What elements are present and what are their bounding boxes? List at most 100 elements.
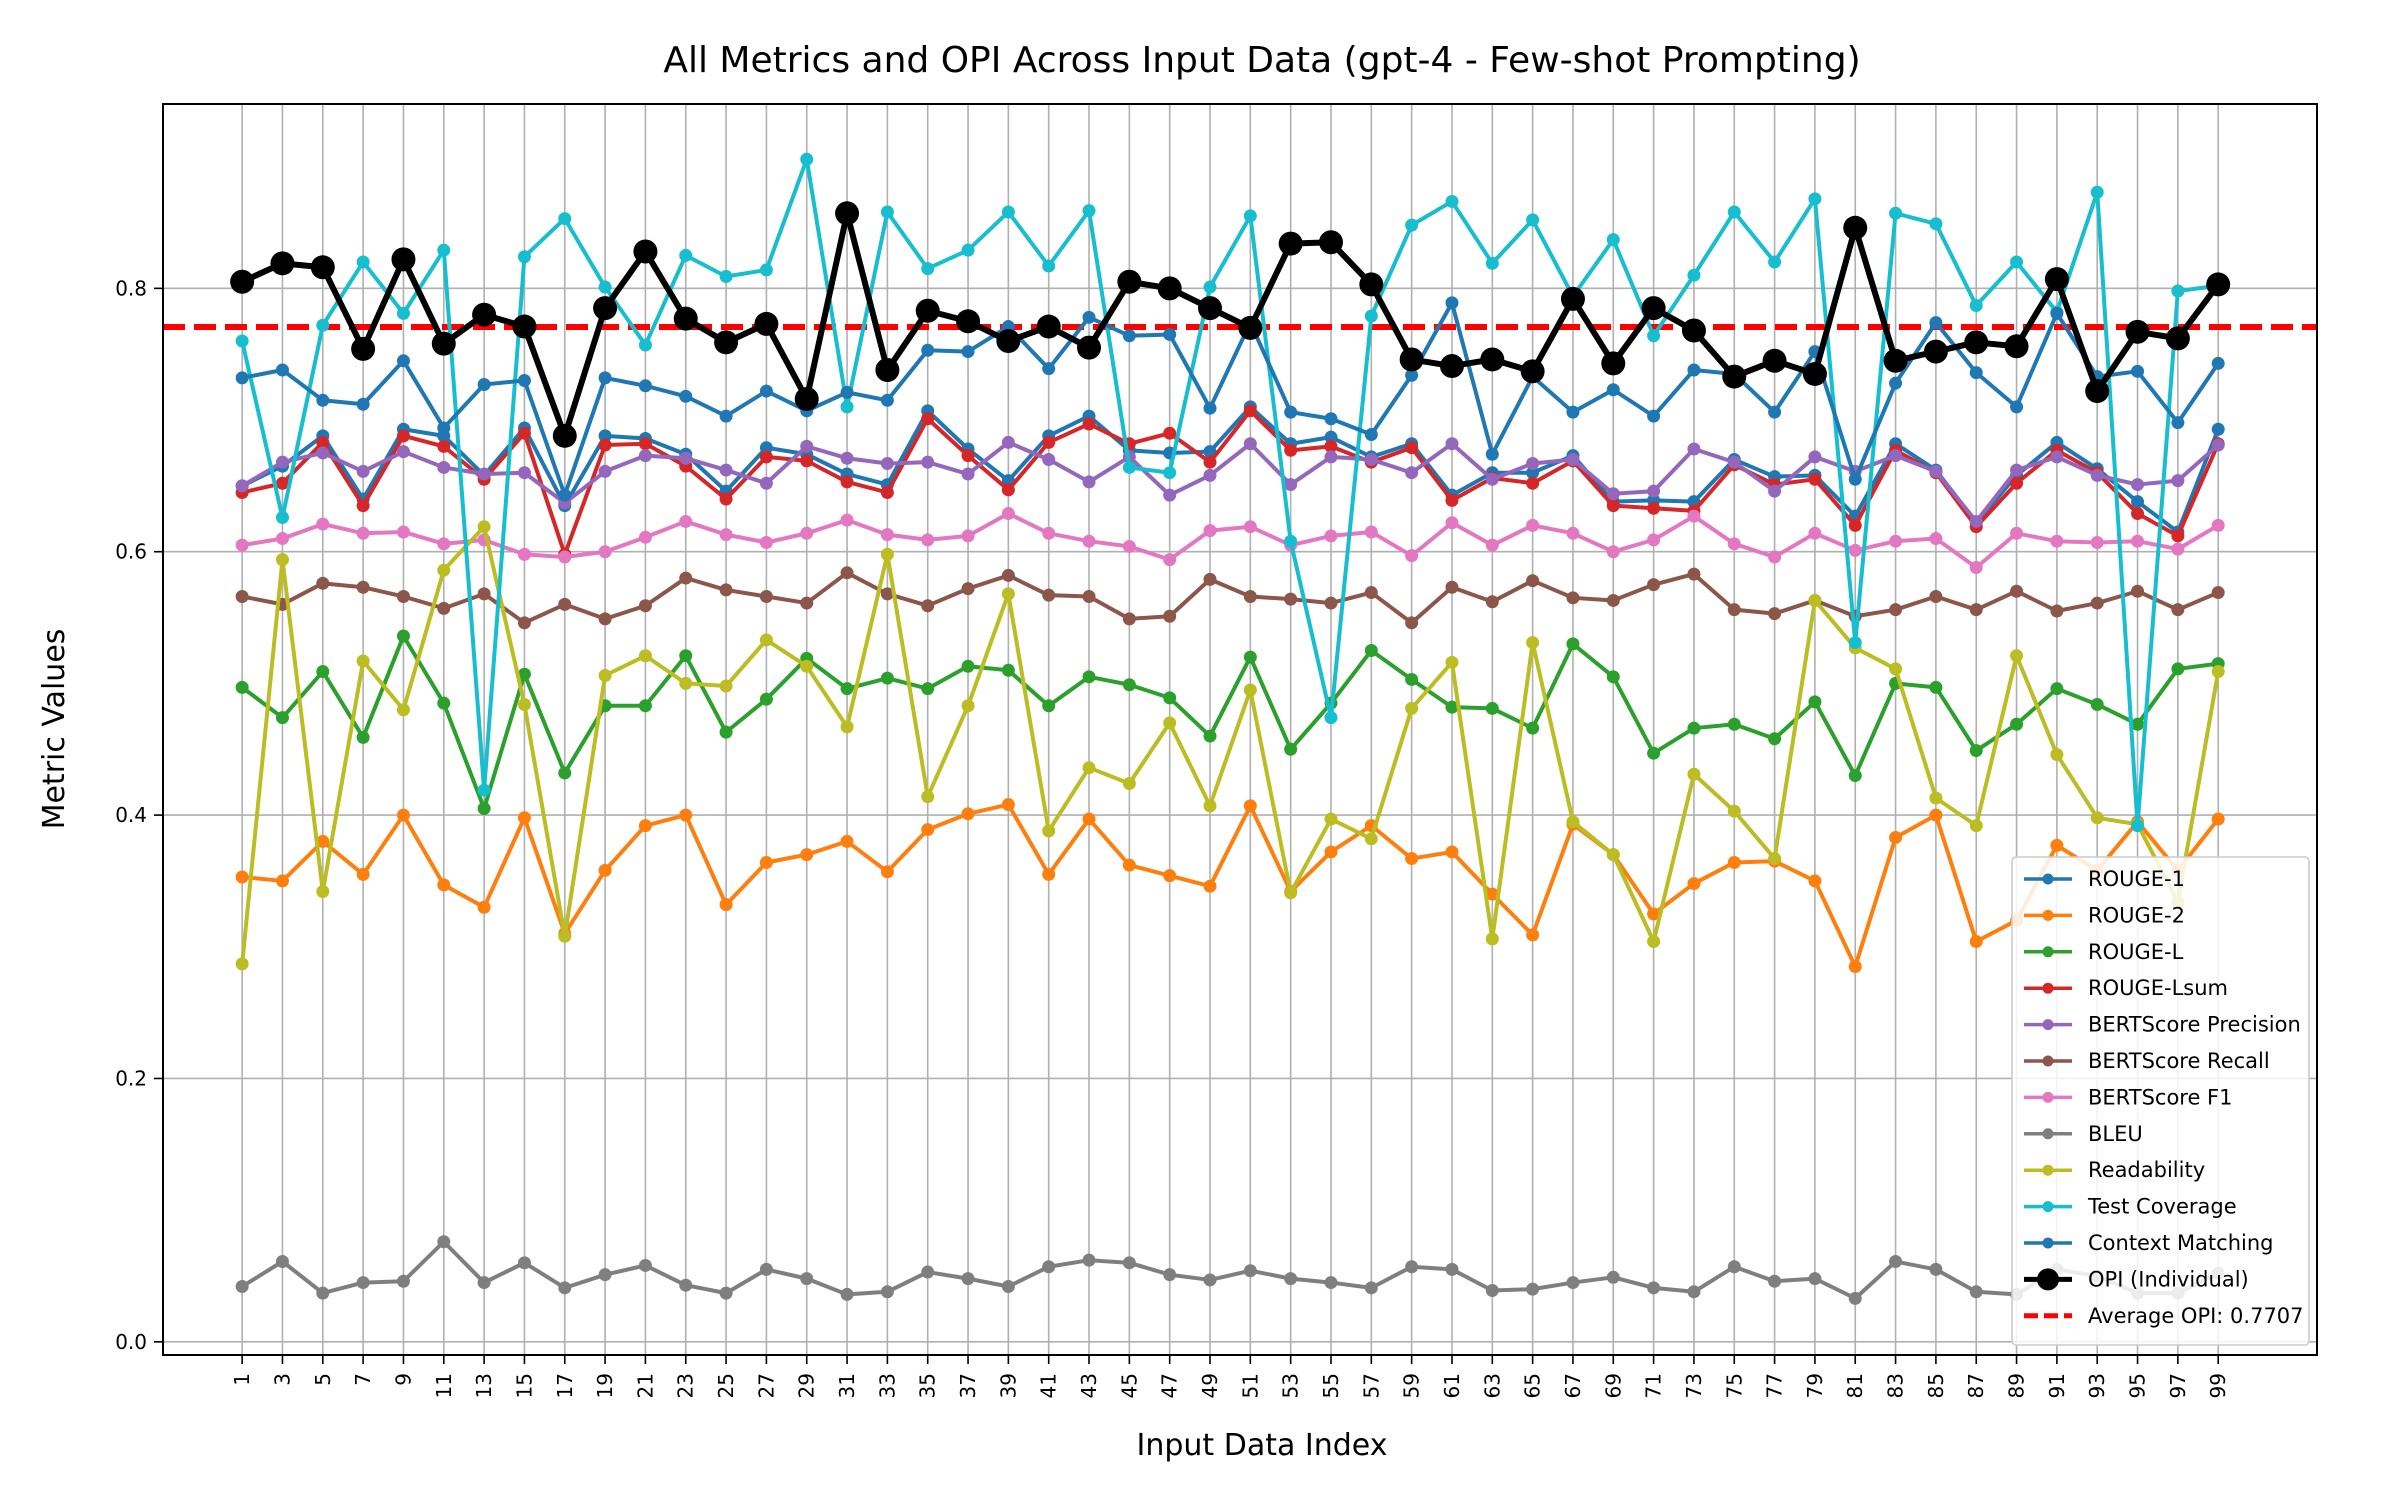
data-point	[679, 808, 693, 822]
data-point	[1318, 230, 1343, 255]
data-point	[1203, 799, 1217, 813]
data-point	[1808, 874, 1822, 888]
data-point	[1278, 231, 1303, 256]
data-point	[1405, 672, 1419, 686]
data-point	[1405, 701, 1419, 715]
series-line	[241, 408, 2221, 557]
data-point	[1722, 364, 1747, 389]
data-point	[1405, 466, 1419, 480]
data-point	[1601, 351, 1626, 376]
data-point	[1445, 700, 1459, 714]
data-point	[800, 596, 814, 610]
data-point	[1243, 520, 1257, 534]
data-point	[552, 423, 577, 448]
data-point	[1647, 533, 1661, 547]
data-point	[1485, 256, 1499, 270]
data-point	[1848, 636, 1862, 650]
data-point	[235, 957, 249, 971]
data-point	[1647, 935, 1661, 949]
data-point	[840, 400, 854, 414]
data-point	[235, 334, 249, 348]
data-point	[1405, 852, 1419, 866]
data-point	[1324, 845, 1338, 859]
data-point	[2211, 422, 2225, 436]
data-point	[759, 450, 773, 464]
data-point	[558, 1281, 572, 1295]
data-point	[1526, 928, 1540, 942]
data-point	[1042, 867, 1056, 881]
data-point	[1284, 534, 1298, 548]
data-point	[1359, 272, 1384, 297]
data-point	[1687, 721, 1701, 735]
series-bertscore-f1	[235, 507, 2225, 575]
legend-entry: ROUGE-Lsum	[2024, 976, 2228, 1000]
data-point	[1929, 532, 1943, 546]
data-point	[316, 446, 330, 460]
legend-entry: Readability	[2024, 1158, 2205, 1182]
data-point	[1198, 296, 1223, 321]
data-point	[714, 330, 739, 355]
x-tick-label: 81	[1843, 1373, 1867, 1398]
data-point	[1929, 1262, 1943, 1276]
data-point	[2171, 416, 2185, 430]
data-point	[396, 445, 410, 459]
data-point	[638, 437, 652, 451]
data-point	[1606, 233, 1620, 247]
data-point	[1687, 767, 1701, 781]
data-point	[921, 1265, 935, 1279]
data-point	[477, 802, 491, 816]
data-point	[1485, 932, 1499, 946]
data-point	[437, 460, 451, 474]
data-point	[880, 865, 894, 879]
data-point	[1929, 316, 1943, 330]
data-point	[275, 363, 289, 377]
data-point	[1687, 442, 1701, 456]
data-point	[794, 386, 819, 411]
data-point	[1606, 545, 1620, 559]
data-point	[517, 547, 531, 561]
data-point	[2010, 400, 2024, 414]
data-point	[1082, 761, 1096, 775]
data-point	[275, 874, 289, 888]
data-point	[1324, 430, 1338, 444]
data-point	[1848, 472, 1862, 486]
data-point	[1923, 339, 1948, 364]
data-point	[1243, 650, 1257, 664]
legend-entry: Average OPI: 0.7707	[2024, 1304, 2304, 1328]
data-point	[235, 371, 249, 385]
x-tick-label: 93	[2085, 1373, 2109, 1398]
data-point	[1485, 887, 1499, 901]
data-point	[754, 311, 779, 336]
data-point	[1687, 1285, 1701, 1299]
data-point	[1042, 699, 1056, 713]
data-point	[2211, 665, 2225, 679]
data-point	[1768, 550, 1782, 564]
data-point	[1768, 732, 1782, 746]
series-bleu	[235, 1235, 2225, 1305]
data-point	[880, 456, 894, 470]
data-point	[1243, 1264, 1257, 1278]
data-point	[1445, 516, 1459, 530]
data-point	[679, 451, 693, 465]
data-point	[1889, 206, 1903, 220]
data-point	[759, 441, 773, 455]
data-point	[880, 671, 894, 685]
data-point	[638, 819, 652, 833]
data-point	[2090, 536, 2104, 550]
legend-marker	[2042, 1237, 2054, 1249]
x-tick-label: 69	[1601, 1373, 1625, 1398]
data-point	[1808, 695, 1822, 709]
data-point	[1082, 204, 1096, 218]
data-point	[880, 393, 894, 407]
x-tick-label: 45	[1117, 1373, 1141, 1398]
data-point	[1284, 443, 1298, 457]
data-point	[477, 377, 491, 391]
data-point	[598, 429, 612, 443]
data-point	[2211, 812, 2225, 826]
data-point	[921, 823, 935, 837]
data-point	[2125, 319, 2150, 344]
data-point	[558, 929, 572, 943]
data-point	[921, 412, 935, 426]
data-point	[477, 587, 491, 601]
data-point	[1848, 518, 1862, 532]
